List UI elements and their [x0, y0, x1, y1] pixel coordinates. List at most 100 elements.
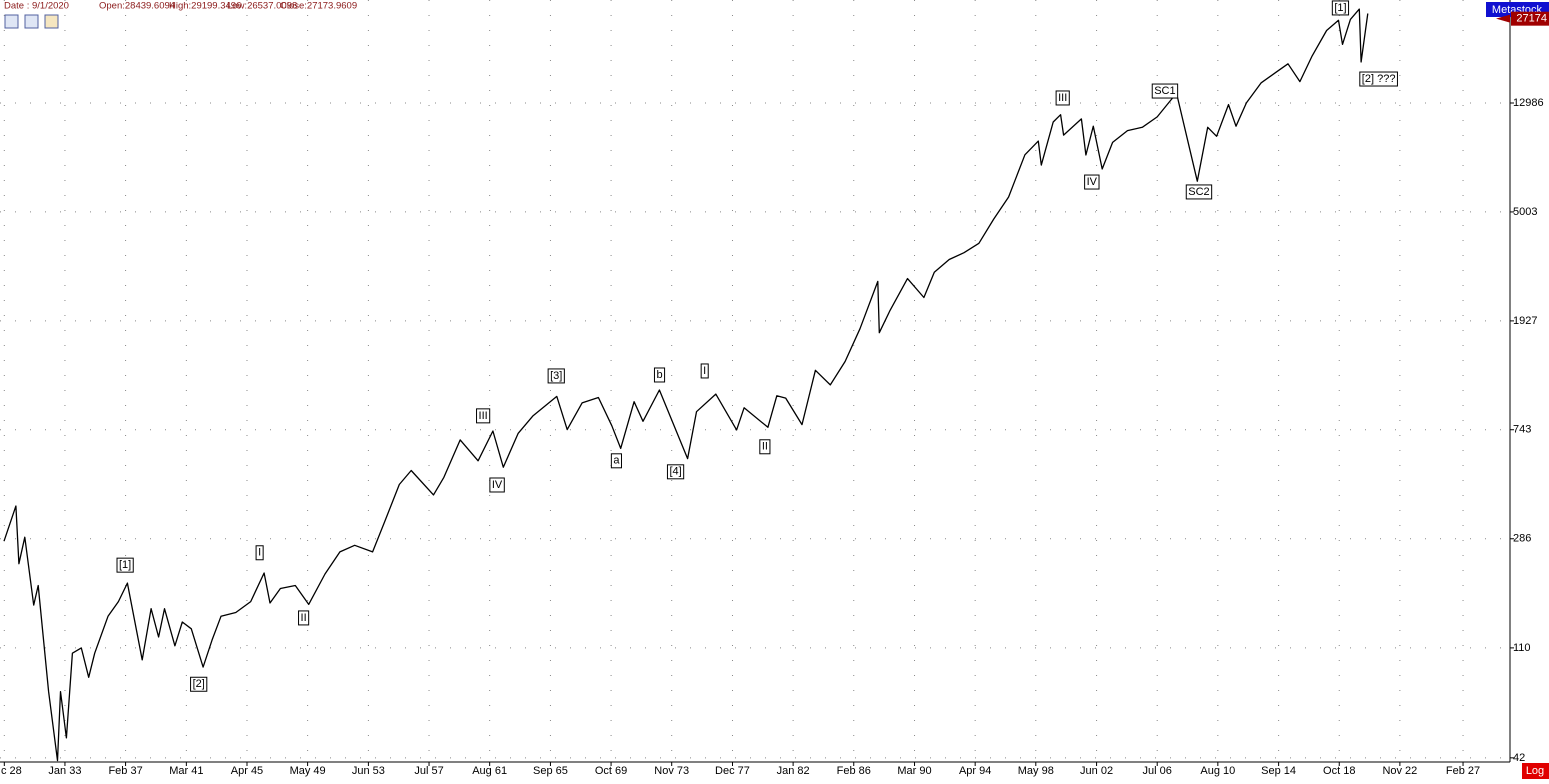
wave-label: I — [700, 363, 709, 379]
x-tick-label: May 98 — [1018, 765, 1054, 777]
x-tick-label: Mar 41 — [169, 765, 203, 777]
wave-label-text: SC1 — [1154, 85, 1175, 97]
wave-label: II — [298, 610, 310, 626]
wave-label: [1] — [116, 557, 134, 573]
wave-label: III — [1055, 90, 1070, 106]
x-tick-label: Sep 14 — [1261, 765, 1296, 777]
wave-label: b — [653, 367, 666, 383]
header-field: Open:28439.6094 — [99, 1, 175, 12]
x-tick-label: Jun 02 — [1080, 765, 1113, 777]
x-tick-label: Jul 06 — [1143, 765, 1172, 777]
wave-label: [4] — [666, 464, 685, 480]
wave-label-text: IV — [1087, 176, 1098, 188]
wave-label-box — [1331, 0, 1350, 16]
icon[interactable] — [24, 14, 39, 29]
wave-label-text: SC2 — [1188, 186, 1209, 198]
log-button-label[interactable]: Log — [1526, 765, 1544, 777]
x-tick-label: Apr 94 — [959, 765, 991, 777]
wave-label-text: II — [301, 612, 307, 624]
header-field: Date : 9/1/2020 — [4, 1, 69, 12]
wave-label-text: [2] — [193, 678, 205, 690]
wave-label-text: IV — [492, 479, 503, 491]
wave-label-text: a — [613, 455, 620, 467]
wave-label-box — [298, 610, 310, 626]
wave-label: SC2 — [1185, 184, 1213, 200]
wave-label: IV — [489, 477, 505, 493]
x-tick-label: Jul 57 — [414, 765, 443, 777]
wave-label: II — [759, 439, 771, 455]
wave-label: [3] — [547, 368, 565, 384]
x-tick-label: Nov 73 — [654, 765, 689, 777]
x-tick-label: Oct 18 — [1323, 765, 1355, 777]
wave-label-box — [255, 545, 264, 561]
wave-label-text: III — [1058, 92, 1067, 104]
icon[interactable] — [4, 14, 19, 29]
y-tick-label: 12986 — [1513, 97, 1544, 109]
y-tick-label: 1927 — [1513, 315, 1537, 327]
y-tick-label: 286 — [1513, 533, 1531, 545]
wave-label-box — [759, 439, 771, 455]
log-button[interactable] — [1522, 763, 1549, 779]
x-tick-label: Jan 33 — [48, 765, 81, 777]
wave-label: [1] — [1331, 0, 1350, 16]
last-price-arrow — [1496, 14, 1510, 23]
wave-label-box — [190, 676, 208, 692]
wave-label-text: [4] — [669, 466, 681, 478]
wave-label-text: [3] — [550, 370, 562, 382]
wave-label: I — [255, 545, 264, 561]
price-line — [3, 8, 1369, 762]
x-tick-label: c 28 — [1, 765, 22, 777]
x-tick-label: Sep 65 — [533, 765, 568, 777]
wave-label-box — [1055, 90, 1070, 106]
wave-label-box — [1084, 174, 1100, 190]
x-tick-label: Feb 27 — [1446, 765, 1480, 777]
icon[interactable] — [44, 14, 59, 29]
x-tick-label: Mar 90 — [897, 765, 931, 777]
wave-label-box — [489, 477, 505, 493]
wave-label: IV — [1084, 174, 1100, 190]
wave-label-text: III — [479, 410, 488, 422]
wave-label-text: b — [656, 369, 662, 381]
x-tick-label: Dec 77 — [715, 765, 750, 777]
wave-label: a — [610, 453, 622, 469]
x-tick-label: Feb 86 — [837, 765, 871, 777]
header-field: High:29199.3496 — [169, 1, 241, 12]
wave-label-box — [653, 367, 666, 383]
wave-label-box — [1359, 71, 1398, 87]
wave-label: SC1 — [1151, 83, 1179, 99]
x-tick-label: Jan 82 — [777, 765, 810, 777]
header-field: Low:26537.0098 — [227, 1, 297, 12]
wave-label-text: [1] — [1334, 2, 1346, 14]
wave-label-box — [116, 557, 134, 573]
x-tick-label: May 49 — [290, 765, 326, 777]
y-tick-label: 42 — [1513, 752, 1525, 764]
wave-label-text: [2] ??? — [1362, 73, 1396, 85]
wave-label-text: I — [703, 365, 706, 377]
x-tick-label: Jun 53 — [352, 765, 385, 777]
wave-label-text: II — [762, 441, 768, 453]
wave-label: [2] — [190, 676, 208, 692]
y-tick-label: 110 — [1513, 642, 1531, 654]
header-field: Close:27173.9609 — [280, 1, 357, 12]
x-tick-label: Aug 61 — [472, 765, 507, 777]
x-tick-label: Nov 22 — [1382, 765, 1417, 777]
wave-label-box — [547, 368, 565, 384]
wave-label-box — [666, 464, 685, 480]
last-price-label: 27174 — [1516, 13, 1547, 25]
wave-label-text: [1] — [119, 559, 131, 571]
x-tick-label: Aug 10 — [1200, 765, 1235, 777]
y-tick-label: 5003 — [1513, 206, 1537, 218]
toolbar-icons[interactable] — [4, 14, 59, 29]
x-tick-label: Oct 69 — [595, 765, 627, 777]
wave-label: [2] ??? — [1359, 71, 1398, 87]
x-tick-label: Feb 37 — [108, 765, 142, 777]
y-tick-label: 743 — [1513, 424, 1531, 436]
x-tick-label: Apr 45 — [231, 765, 263, 777]
wave-label-box — [700, 363, 709, 379]
wave-label-box — [476, 408, 491, 424]
wave-label-text: I — [258, 547, 261, 559]
wave-label-box — [610, 453, 622, 469]
wave-label-box — [1185, 184, 1213, 200]
